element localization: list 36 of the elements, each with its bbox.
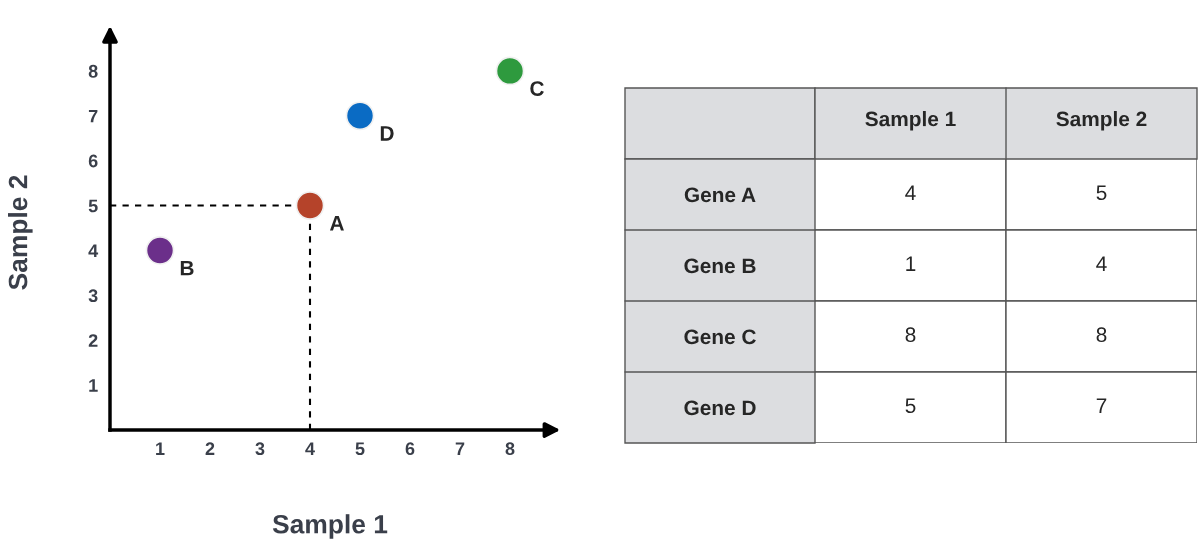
- annotation: C: [530, 81, 544, 96]
- y-tick-label: 1: [89, 379, 98, 392]
- x-axis-title: Sample 1: [272, 514, 388, 539]
- point: [495, 56, 525, 86]
- y-tick-label: 2: [88, 334, 98, 347]
- annotation: B: [180, 260, 194, 276]
- data-label: 4: [905, 185, 916, 200]
- point: [145, 236, 175, 265]
- data-label: 8: [905, 327, 916, 343]
- y-tick-label: 4: [88, 244, 99, 257]
- point: [295, 191, 325, 220]
- data-label: 8: [1096, 327, 1107, 343]
- y-tick-label: 5: [88, 199, 98, 213]
- x-tick-label: 2: [205, 442, 215, 455]
- data-label: 7: [1096, 398, 1107, 413]
- y-tick-label: 8: [88, 64, 98, 78]
- data-label: 1: [906, 256, 916, 271]
- x-tick-label: 6: [405, 442, 415, 456]
- y-tick-label: Gene D: [684, 400, 756, 416]
- y-tick-label: Gene C: [684, 329, 756, 345]
- y-tick-label: Gene A: [684, 187, 756, 203]
- y-tick-label: 6: [88, 154, 98, 168]
- x-tick-label: 5: [355, 442, 365, 456]
- annotation: D: [380, 126, 394, 141]
- x-tick-label: 8: [505, 442, 515, 456]
- data-label: 5: [1096, 185, 1107, 201]
- x-tick-label: 3: [255, 442, 265, 456]
- data-label: 5: [905, 398, 916, 414]
- x-tick-label: 1: [156, 442, 165, 455]
- x-tick-label: 4: [305, 442, 315, 455]
- y-tick-label: 3: [88, 289, 98, 303]
- y-tick-label: Gene B: [684, 258, 756, 274]
- x-tick-label: 7: [455, 442, 465, 455]
- annotation: A: [329, 216, 344, 231]
- data-label: 4: [1096, 256, 1107, 271]
- point: [345, 101, 375, 131]
